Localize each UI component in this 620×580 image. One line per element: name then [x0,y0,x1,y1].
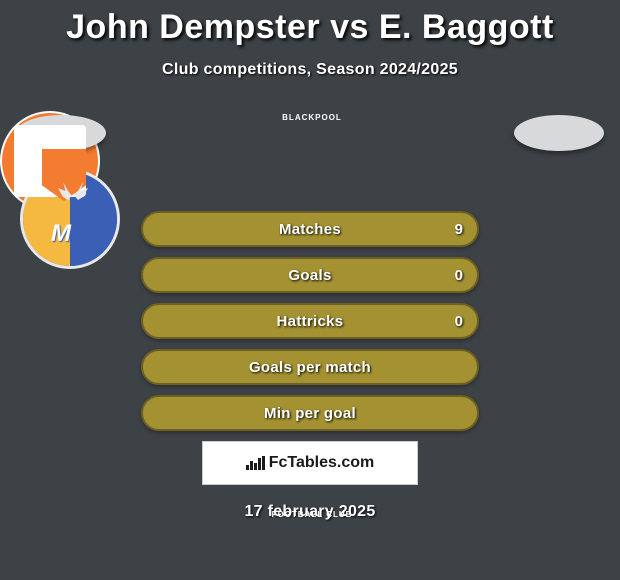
stats-container: Matches 9 Goals 0 Hattricks 0 Goals per … [141,211,479,431]
stat-label: Min per goal [264,405,356,422]
watermark-text: FcTables.com [269,454,375,472]
badge-right-ring-top: BLACKPOOL [2,113,100,122]
badge-right-inner [14,125,86,197]
stat-right-value: 0 [455,313,463,330]
page-title: John Dempster vs E. Baggott [0,0,620,47]
stat-right-value: 0 [455,267,463,284]
stat-row-matches: Matches 9 [141,211,479,247]
page-subtitle: Club competitions, Season 2024/2025 [0,61,620,79]
stat-right-value: 9 [455,221,463,238]
stat-label: Goals per match [249,359,371,376]
watermark-box: FcTables.com [202,441,418,485]
stat-row-hattricks: Hattricks 0 [141,303,479,339]
stat-row-min-per-goal: Min per goal [141,395,479,431]
bars-icon [246,456,265,470]
stat-row-goals-per-match: Goals per match [141,349,479,385]
stat-row-goals: Goals 0 [141,257,479,293]
comparison-panel: M BLACKPOOL FOOTBALL CLUB Matches 9 Goal… [0,111,620,521]
stat-label: Hattricks [277,313,344,330]
stat-label: Goals [288,267,331,284]
stat-label: Matches [279,221,341,238]
badge-left-initial: M [51,220,71,248]
